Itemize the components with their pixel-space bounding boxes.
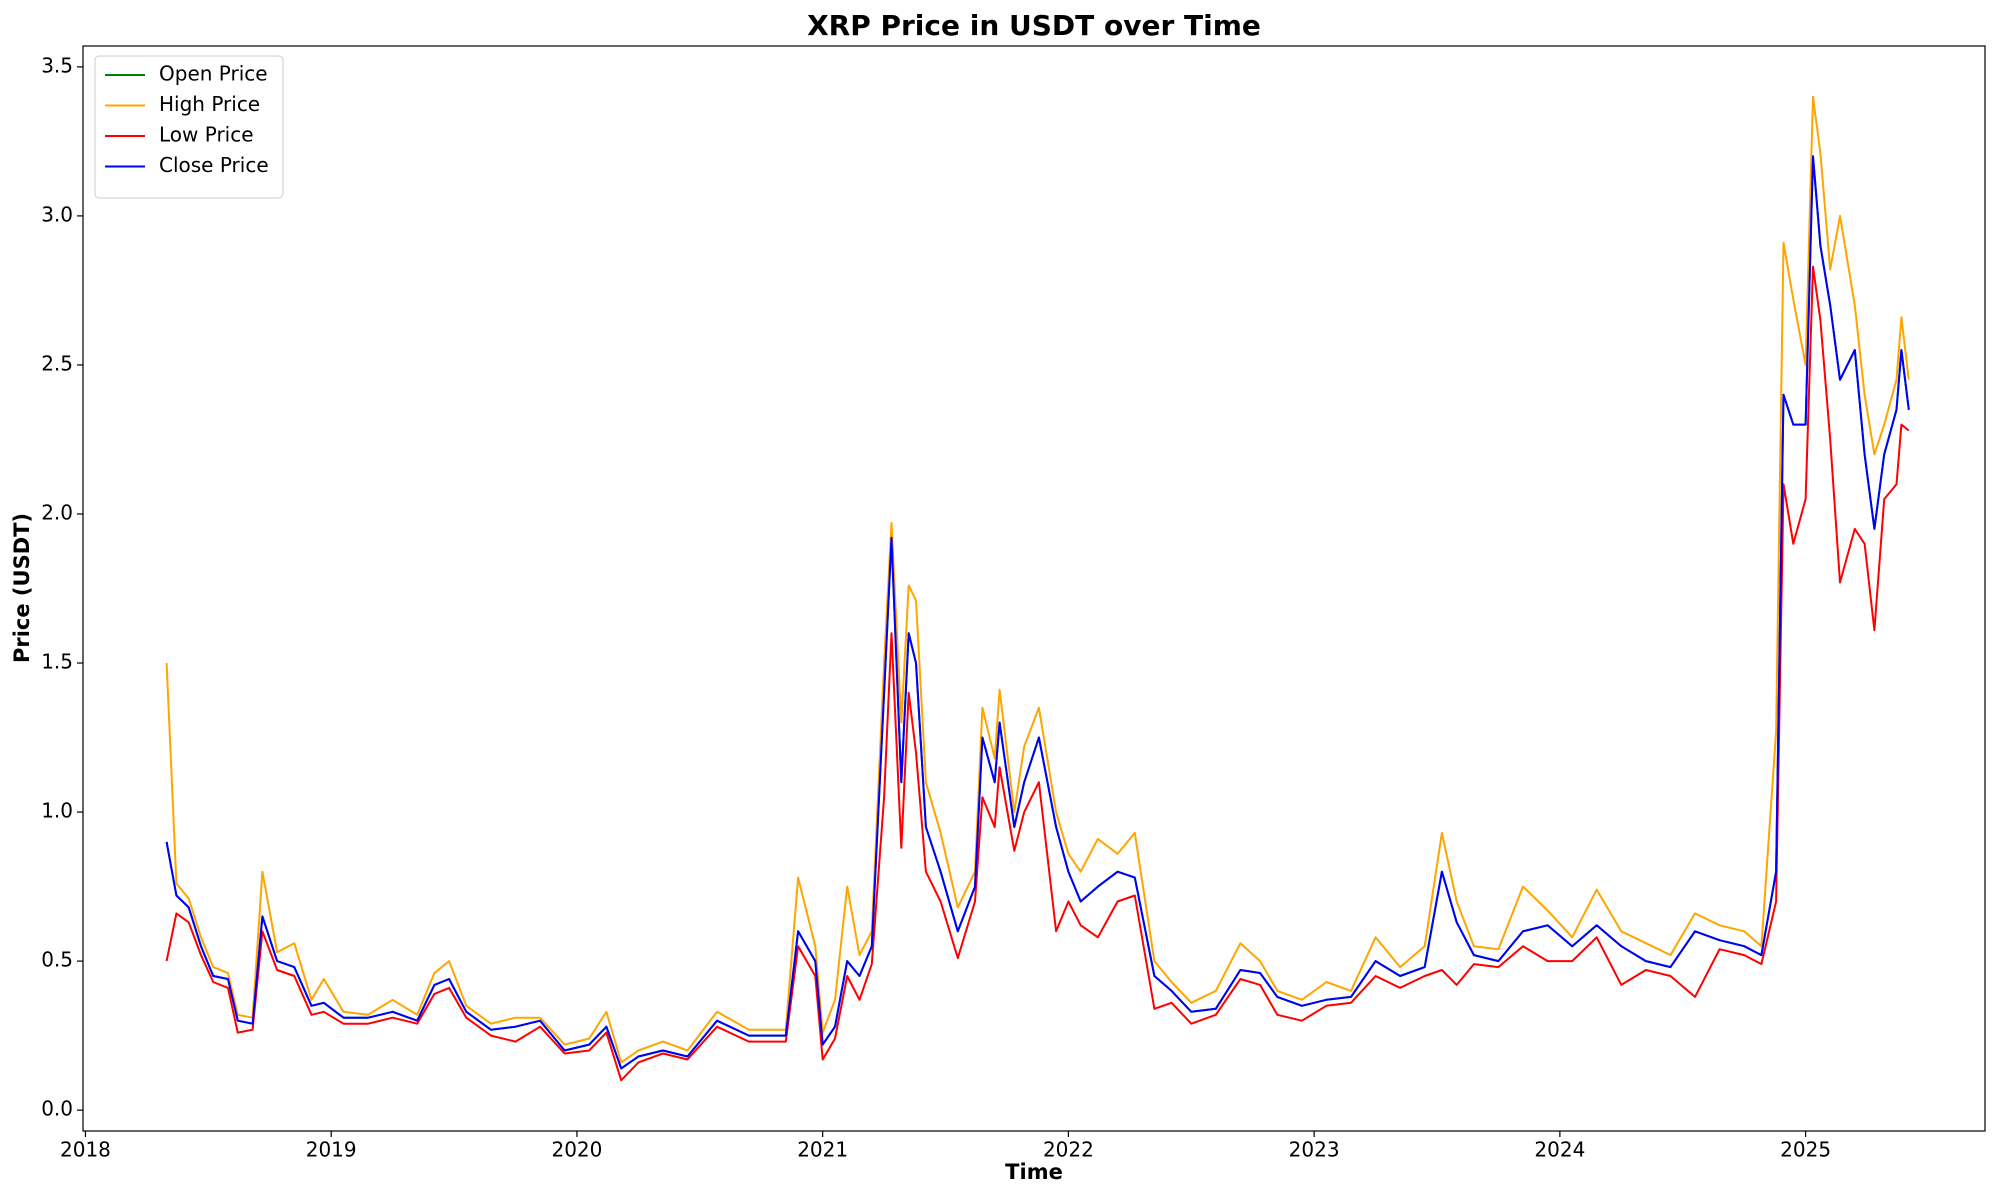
x-tick-label: 2022 bbox=[1043, 1138, 1094, 1162]
x-tick-label: 2021 bbox=[797, 1138, 848, 1162]
x-axis-label: Time bbox=[1005, 1160, 1063, 1184]
y-tick-label: 1.0 bbox=[41, 799, 73, 823]
chart-title: XRP Price in USDT over Time bbox=[807, 9, 1261, 42]
y-tick-label: 3.5 bbox=[41, 53, 73, 77]
y-tick-label: 2.5 bbox=[41, 351, 73, 375]
y-axis-label: Price (USDT) bbox=[10, 513, 34, 663]
y-tick-label: 2.0 bbox=[41, 500, 73, 524]
price-line bbox=[165, 265, 1910, 1082]
x-tick-label: 2018 bbox=[60, 1138, 111, 1162]
y-tick-label: 0.5 bbox=[41, 948, 73, 972]
legend-label: Close Price bbox=[159, 153, 269, 177]
y-tick-label: 0.0 bbox=[41, 1097, 73, 1121]
x-tick-label: 2020 bbox=[551, 1138, 602, 1162]
legend-box bbox=[94, 55, 284, 199]
legend-label: Open Price bbox=[159, 62, 268, 86]
x-tick-label: 2025 bbox=[1780, 1138, 1831, 1162]
price-line bbox=[165, 155, 1910, 1070]
price-line bbox=[165, 155, 1910, 1070]
x-tick-label: 2019 bbox=[306, 1138, 357, 1162]
x-tick-label: 2023 bbox=[1289, 1138, 1340, 1162]
y-tick-label: 1.5 bbox=[41, 650, 73, 674]
plot-frame bbox=[82, 45, 1986, 1132]
legend-label: High Price bbox=[159, 92, 260, 116]
price-line bbox=[165, 95, 1910, 1064]
x-tick-label: 2024 bbox=[1534, 1138, 1585, 1162]
legend-label: Low Price bbox=[159, 123, 254, 147]
y-tick-label: 3.0 bbox=[41, 202, 73, 226]
legend: Open Price High Price Low Price Close Price bbox=[94, 55, 284, 199]
